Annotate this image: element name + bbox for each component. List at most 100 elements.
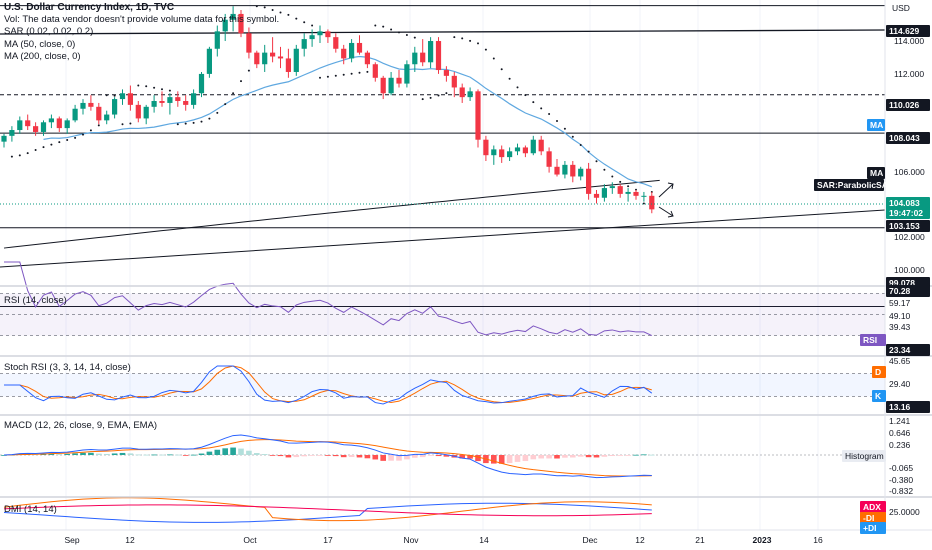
rising-trendline[interactable] <box>0 209 886 268</box>
candle-body <box>230 13 236 20</box>
parabolic-sar-dots <box>10 5 653 205</box>
indicator-axis-label[interactable]: D <box>872 366 886 378</box>
time-scale[interactable]: Sep 12 Oct 17 Nov 14 Dec 12 21 2023 16 <box>64 535 823 545</box>
legend-sar[interactable]: SAR (0.02, 0.02, 0.2) <box>4 26 94 38</box>
ma200-line <box>3 179 660 249</box>
sar-dot <box>611 175 614 178</box>
dmi-legend[interactable]: DMI (14, 14) <box>4 504 57 515</box>
indicator-axis-label-bg <box>886 344 930 356</box>
macd-histogram-bar <box>475 455 481 462</box>
indicator-axis-label[interactable]: +DI <box>860 522 886 534</box>
sar-dot <box>437 94 440 97</box>
indicator-axis-label[interactable]: -0.832 <box>889 486 913 496</box>
dmi-panel[interactable] <box>3 497 652 523</box>
price-tag[interactable]: 114.629 <box>886 25 930 37</box>
indicator-axis-label[interactable]: -0.065 <box>889 463 913 473</box>
macd-panel[interactable] <box>0 434 885 479</box>
macd-histogram-bar <box>254 453 260 455</box>
legend-ma50[interactable]: MA (50, close, 0) <box>4 38 76 50</box>
macd-histogram-bar <box>649 454 655 456</box>
sar-dot <box>374 24 377 27</box>
stoch-rsi-panel[interactable] <box>0 365 885 405</box>
arrow-up-head <box>667 182 674 190</box>
macd-histogram-bar <box>641 454 647 456</box>
sar-dot <box>516 86 519 89</box>
stoch-rsi-legend[interactable]: Stoch RSI (3, 3, 14, 14, close) <box>4 362 131 373</box>
macd-histogram-bar <box>506 455 513 464</box>
legend-ma200[interactable]: MA (200, close, 0) <box>4 50 81 62</box>
trend-lines[interactable] <box>0 29 886 268</box>
candle-body <box>349 42 355 59</box>
horizontal-level-lines[interactable] <box>0 5 885 308</box>
candle-body <box>380 77 386 94</box>
indicator-axis-label[interactable]: 23.34 <box>886 344 930 356</box>
pane-separators[interactable] <box>0 285 932 498</box>
indicator-axis-label[interactable]: 59.17 <box>889 298 911 308</box>
macd-histogram-bar <box>103 453 110 455</box>
candle-body <box>206 48 212 74</box>
macd-histogram-bar <box>293 455 300 458</box>
macd-histogram-bar <box>372 455 379 460</box>
indicator-axis-label[interactable]: 0.236 <box>889 440 911 450</box>
sar-dot <box>358 71 361 74</box>
price-tag[interactable]: MA <box>867 119 885 131</box>
stoch-band <box>0 373 885 397</box>
sar-dot <box>453 36 456 39</box>
price-tag[interactable]: 104.083 <box>886 197 930 209</box>
macd-histogram-bar <box>601 455 608 457</box>
indicator-axis-label[interactable]: 49.10 <box>889 311 911 321</box>
sar-dot <box>461 37 464 40</box>
indicator-axis-label[interactable]: -DI <box>860 512 886 524</box>
candle-body <box>119 93 126 100</box>
macd-histogram-bar <box>340 455 347 458</box>
indicator-axis-label[interactable]: 25.0000 <box>889 507 920 517</box>
macd-histogram-bar <box>593 455 600 458</box>
indicator-axis-label[interactable]: RSI <box>860 334 886 346</box>
indicator-axis-label[interactable]: 0.646 <box>889 428 911 438</box>
indicator-axis-label[interactable]: Histogram <box>842 450 886 462</box>
candle-body <box>56 118 62 129</box>
indicator-axis-label-bg <box>842 450 886 462</box>
price-tag[interactable]: SAR:ParabolicSAR <box>814 179 894 191</box>
price-tag[interactable]: 103.153 <box>886 220 930 232</box>
symbol-title[interactable]: U.S. Dollar Currency Index, 1D, TVC <box>4 2 175 13</box>
candle-body <box>1 135 7 142</box>
price-tag[interactable]: MA <box>867 167 885 179</box>
projection-arrows[interactable] <box>658 182 674 218</box>
indicator-axis-label[interactable]: ADX <box>860 501 886 513</box>
rsi-legend[interactable]: RSI (14, close) <box>4 295 67 306</box>
macd-histogram-bar <box>459 455 465 459</box>
candle-body <box>135 104 141 119</box>
indicator-axis-label-text: 0.646 <box>889 428 911 438</box>
price-tag-text: 110.026 <box>889 100 920 110</box>
indicator-axis-label-text: -0.065 <box>889 463 913 473</box>
sar-dot <box>18 154 21 157</box>
time-tick-label: 14 <box>479 535 489 545</box>
upper-trendline[interactable] <box>0 29 886 35</box>
indicator-axis-label[interactable]: -0.380 <box>889 475 913 485</box>
candle-body <box>277 56 284 59</box>
candle-body <box>459 87 465 98</box>
price-tag[interactable]: 110.026 <box>886 99 930 111</box>
macd-legend[interactable]: MACD (12, 26, close, 9, EMA, EMA) <box>4 420 158 431</box>
indicator-axis-label[interactable]: 13.16 <box>886 401 930 413</box>
price-tag[interactable]: 19:47:02 <box>886 207 930 219</box>
price-tag[interactable]: 108.043 <box>886 132 930 144</box>
currency-label[interactable]: USD <box>892 3 910 13</box>
price-scale[interactable]: 114.000 112.000 106.000 102.000 100.000 114.6… <box>814 25 930 534</box>
indicator-axis-label[interactable]: K <box>872 390 886 402</box>
rsi-panel[interactable] <box>0 261 885 337</box>
indicator-axis-label[interactable]: 39.43 <box>889 322 911 332</box>
grid <box>65 0 819 530</box>
indicator-axis-label[interactable]: 70.28 <box>886 285 930 297</box>
moving-averages <box>3 55 660 249</box>
macd-histogram-bar <box>522 455 529 462</box>
indicator-axis-label[interactable]: 1.241 <box>889 416 911 426</box>
indicator-axis-label[interactable]: 45.65 <box>889 356 911 366</box>
volume-note: Vol: The data vendor doesn't provide vol… <box>4 14 280 26</box>
candle-body <box>198 73 205 94</box>
macd-histogram-bar <box>467 455 473 459</box>
candle-body <box>17 120 23 131</box>
indicator-axis-label[interactable]: 29.40 <box>889 379 911 389</box>
